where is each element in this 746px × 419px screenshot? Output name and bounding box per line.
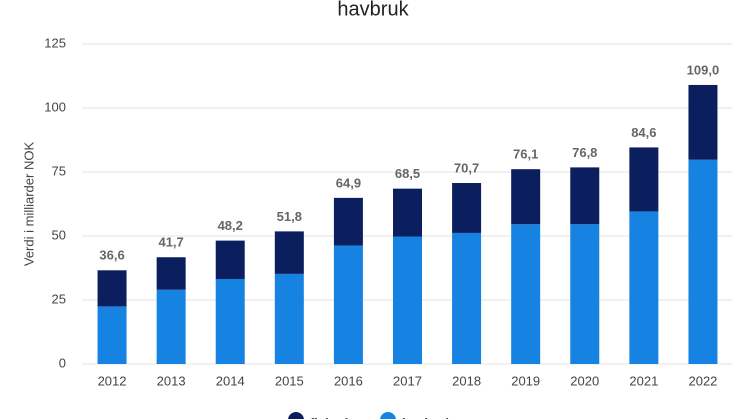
total-label: 109,0 [687, 62, 720, 77]
bar-segment [570, 167, 600, 225]
bar-segment [452, 183, 482, 233]
bar-segment [274, 273, 304, 364]
total-label: 41,7 [158, 235, 183, 250]
bar-segment [511, 169, 541, 225]
bar-segment [570, 224, 600, 364]
total-label: 76,8 [572, 145, 597, 160]
x-tick-label: 2017 [393, 373, 422, 388]
total-label: 64,9 [336, 175, 361, 190]
x-tick-label: 2019 [511, 373, 540, 388]
bar-segment [156, 257, 186, 290]
legend-marker [288, 412, 304, 419]
x-tick-label: 2016 [334, 373, 363, 388]
y-tick-label: 0 [59, 355, 66, 370]
bar-segment [452, 232, 482, 364]
x-tick-label: 2014 [216, 373, 245, 388]
chart-title: havbruk [337, 0, 409, 20]
total-label: 84,6 [631, 125, 656, 140]
x-tick-label: 2015 [275, 373, 304, 388]
total-label: 36,6 [99, 248, 124, 263]
bar-segment [393, 236, 422, 364]
x-tick-label: 2013 [157, 373, 186, 388]
total-label: 70,7 [454, 160, 479, 175]
bar-segment [333, 197, 363, 246]
bar-segment [97, 306, 127, 364]
y-axis-label: Verdi i milliarder NOK [21, 142, 36, 267]
x-tick-label: 2020 [570, 373, 599, 388]
total-label: 51,8 [277, 209, 302, 224]
x-tick-label: 2021 [629, 373, 658, 388]
x-tick-label: 2022 [688, 373, 717, 388]
total-label: 48,2 [218, 218, 243, 233]
legend-marker [380, 412, 396, 419]
x-tick-label: 2012 [98, 373, 127, 388]
bar-segment [215, 279, 245, 364]
total-label: 68,5 [395, 166, 420, 181]
bar-segment [688, 84, 718, 160]
bar-segment [629, 147, 659, 212]
bar-segment [215, 240, 245, 280]
total-label: 76,1 [513, 147, 538, 162]
bar-segment [393, 188, 422, 237]
bar-segment [629, 211, 659, 364]
x-tick-label: 2018 [452, 373, 481, 388]
y-tick-label: 25 [52, 291, 66, 306]
legend-label: havbruk [402, 415, 453, 419]
legend-label: fiskeri [310, 415, 348, 419]
y-tick-label: 125 [44, 35, 66, 50]
bar-segment [274, 231, 304, 274]
bar-segment [156, 289, 186, 364]
y-tick-label: 50 [52, 227, 66, 242]
bar-segment [511, 224, 541, 364]
y-tick-label: 100 [44, 99, 66, 114]
bar-segment [688, 159, 718, 364]
y-tick-label: 75 [52, 163, 66, 178]
bar-segment [333, 245, 363, 364]
bar-segment [97, 270, 127, 307]
